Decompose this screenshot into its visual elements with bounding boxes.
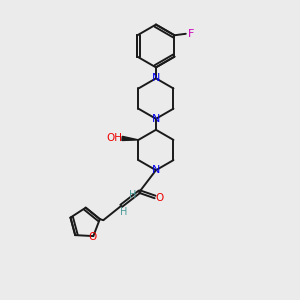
Text: N: N (152, 165, 160, 175)
Polygon shape (122, 136, 138, 140)
Text: O: O (156, 194, 164, 203)
Text: N: N (152, 114, 160, 124)
Text: H: H (129, 190, 137, 200)
Text: N: N (152, 74, 160, 83)
Text: O: O (88, 232, 96, 242)
Text: H: H (121, 207, 128, 218)
Text: OH: OH (107, 134, 123, 143)
Text: F: F (188, 29, 194, 39)
